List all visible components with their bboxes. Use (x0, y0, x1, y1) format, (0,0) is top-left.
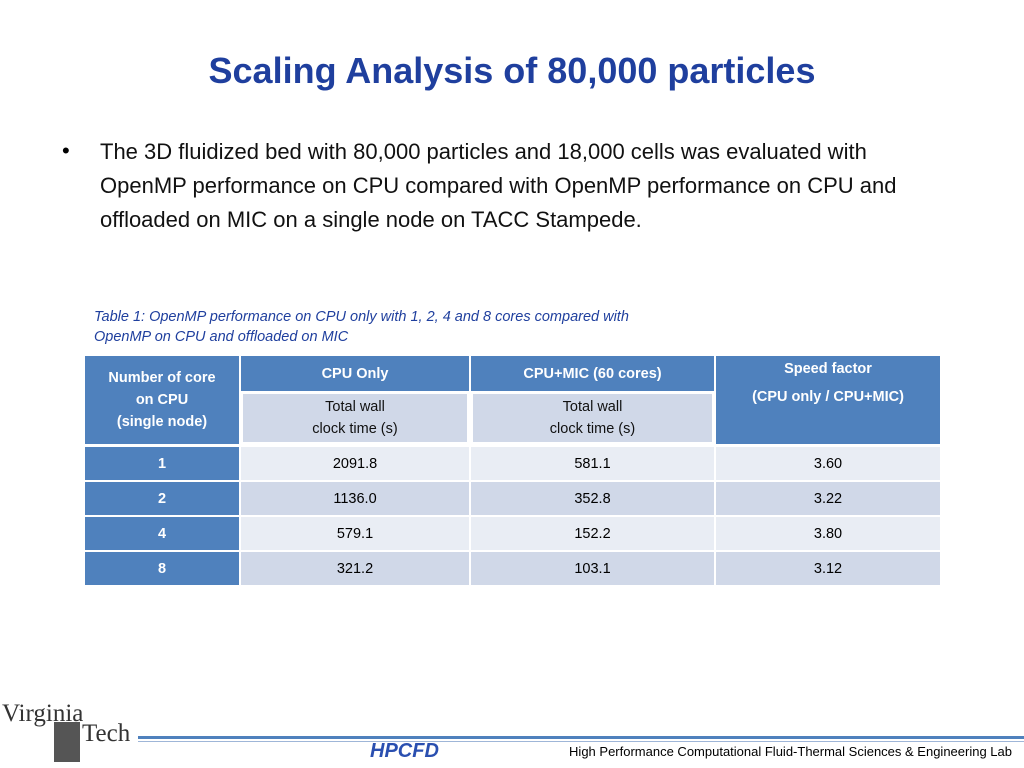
header-line: Speed factor (784, 361, 872, 377)
header-cell: Speed factor (CPU only / CPU+MIC) (715, 355, 941, 445)
bullet-dot: • (62, 138, 70, 163)
header-line: CPU+MIC (60 cores) (523, 365, 662, 382)
table-caption: Table 1: OpenMP performance on CPU only … (94, 307, 629, 347)
table-cell: 4 (84, 516, 240, 551)
table-cell: 2 (84, 481, 240, 516)
header-line: Total wall (325, 399, 385, 415)
header-line: on CPU (135, 392, 189, 408)
logo-text: Tech (82, 720, 131, 747)
table-cell: 3.80 (715, 516, 941, 551)
caption-line: Table 1: OpenMP performance on CPU only … (94, 309, 629, 325)
subheader-cell: Total wall clock time (s) (470, 391, 715, 445)
header-line: clock time (s) (549, 421, 636, 437)
table-cell: 3.22 (715, 481, 941, 516)
subheader-cell: Total wall clock time (s) (240, 391, 470, 445)
header-line: (CPU only / CPU+MIC) (752, 389, 904, 405)
table-cell: 579.1 (240, 516, 470, 551)
header-cell: CPU+MIC (60 cores) (470, 355, 715, 392)
table-cell: 3.60 (715, 446, 941, 481)
header-line: (single node) (116, 414, 208, 430)
table-cell: 3.12 (715, 551, 941, 586)
header-line: clock time (s) (312, 421, 398, 437)
caption-line: OpenMP on CPU and offloaded on MIC (94, 329, 349, 345)
table-cell: 581.1 (470, 446, 715, 481)
bullet-text: The 3D fluidized bed with 80,000 particl… (100, 139, 897, 232)
table-cell: 352.8 (470, 481, 715, 516)
table-cell: 152.2 (470, 516, 715, 551)
table-cell: 8 (84, 551, 240, 586)
lab-name: High Performance Computational Fluid-The… (569, 744, 1012, 759)
title: Scaling Analysis of 80,000 particles (208, 50, 816, 91)
header-cell: CPU Only (240, 355, 470, 392)
footer-rule (138, 736, 1024, 739)
table-cell: 103.1 (470, 551, 715, 586)
table-cell: 1 (84, 446, 240, 481)
footer-rule (138, 741, 1024, 742)
header-line: Total wall (562, 399, 623, 415)
header-line: Number of core (108, 370, 216, 386)
lab-logo: HPCFD (370, 740, 439, 762)
header-cell: Number of core on CPU (single node) (84, 355, 240, 445)
table-cell: 1136.0 (240, 481, 470, 516)
table-cell: 2091.8 (240, 446, 470, 481)
logo-shield (54, 722, 80, 762)
table-cell: 321.2 (240, 551, 470, 586)
header-line: CPU Only (321, 365, 389, 382)
